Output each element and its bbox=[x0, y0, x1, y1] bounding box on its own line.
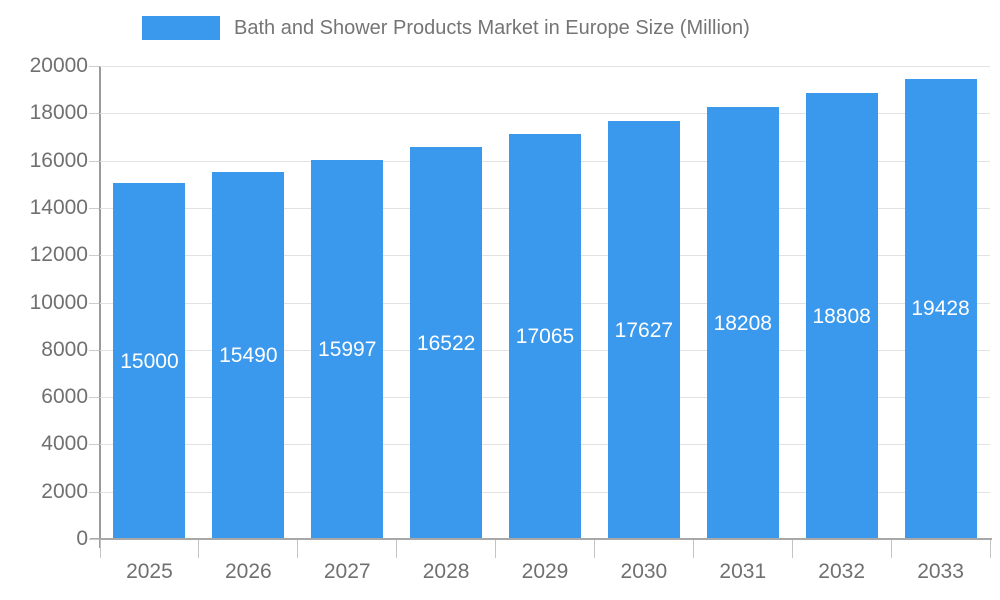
bar-value-2033: 19428 bbox=[911, 297, 970, 321]
y-axis-label: 12000 bbox=[29, 243, 88, 267]
y-axis-tick bbox=[89, 113, 99, 115]
y-axis-tick bbox=[89, 66, 99, 67]
y-axis-tick bbox=[89, 349, 99, 351]
x-axis-label-2030: 2030 bbox=[620, 560, 668, 583]
y-axis-label: 18000 bbox=[29, 101, 88, 125]
bar-2032 bbox=[805, 93, 878, 538]
x-axis-label-2027: 2027 bbox=[323, 560, 371, 583]
legend: Bath and Shower Products Market in Europ… bbox=[142, 16, 750, 40]
bar-value-2025: 15000 bbox=[120, 349, 179, 373]
bar-2025 bbox=[113, 183, 186, 538]
y-axis-label: 0 bbox=[76, 527, 88, 550]
bar-value-2031: 18208 bbox=[713, 311, 772, 335]
x-axis-label-2029: 2029 bbox=[521, 560, 569, 583]
bar-value-2028: 16522 bbox=[416, 331, 476, 355]
legend-swatch bbox=[142, 16, 220, 40]
y-axis-tick bbox=[89, 302, 99, 304]
bar-2033 bbox=[904, 78, 977, 538]
bar-value-2032: 18808 bbox=[812, 304, 871, 328]
x-axis-label-2032: 2032 bbox=[818, 560, 866, 583]
y-axis-tick bbox=[89, 444, 99, 446]
x-axis-line bbox=[90, 538, 992, 540]
y-axis-tick bbox=[89, 539, 99, 540]
y-axis-label: 4000 bbox=[41, 432, 88, 456]
bar-2031 bbox=[706, 107, 779, 538]
y-axis-tick bbox=[89, 255, 99, 257]
x-axis-tick bbox=[198, 540, 200, 558]
bar-value-2026: 15490 bbox=[219, 343, 278, 367]
y-axis-label: 20000 bbox=[29, 54, 88, 77]
gridline-20000 bbox=[100, 66, 990, 67]
bar-value-2030: 17627 bbox=[614, 318, 674, 342]
y-axis-tick bbox=[89, 491, 99, 493]
y-axis-label: 16000 bbox=[29, 148, 88, 172]
legend-label: Bath and Shower Products Market in Europ… bbox=[234, 16, 750, 39]
y-axis-label: 10000 bbox=[29, 290, 88, 314]
x-axis-tick bbox=[297, 540, 299, 558]
y-axis-label: 2000 bbox=[41, 479, 88, 503]
x-axis-tick bbox=[890, 540, 892, 558]
x-axis-label-2033: 2033 bbox=[917, 560, 964, 583]
bar-2028 bbox=[410, 147, 483, 538]
bar-value-2027: 15997 bbox=[318, 337, 377, 361]
bar-2027 bbox=[311, 159, 384, 538]
y-axis-line bbox=[99, 66, 101, 548]
x-axis-tick bbox=[989, 540, 991, 558]
x-axis-tick bbox=[495, 540, 497, 558]
y-axis-tick bbox=[89, 207, 99, 209]
bar-2029 bbox=[509, 134, 581, 538]
y-axis-label: 14000 bbox=[29, 195, 88, 219]
bar-value-2029: 17065 bbox=[515, 325, 575, 349]
y-axis-label: 8000 bbox=[41, 337, 88, 361]
plot-area: 0 2000 4000 6000 8000 10000 12000 14000 16000 180… bbox=[30, 54, 992, 583]
y-axis-tick bbox=[89, 397, 99, 399]
x-axis-label-2026: 2026 bbox=[224, 560, 272, 583]
x-axis-label-2025: 2025 bbox=[126, 560, 173, 583]
x-axis-tick bbox=[692, 540, 694, 558]
bar-2026 bbox=[212, 171, 285, 538]
y-axis-label: 6000 bbox=[41, 385, 88, 409]
x-axis-tick bbox=[791, 540, 793, 558]
x-axis-tick bbox=[593, 540, 595, 558]
x-axis-label-2028: 2028 bbox=[422, 560, 470, 583]
y-axis-tick bbox=[89, 160, 99, 162]
gridline-18000 bbox=[100, 113, 990, 115]
x-axis-label-2031: 2031 bbox=[719, 560, 767, 583]
x-axis-tick bbox=[396, 540, 398, 558]
x-axis-tick bbox=[99, 540, 101, 558]
bar-2030 bbox=[607, 121, 680, 538]
